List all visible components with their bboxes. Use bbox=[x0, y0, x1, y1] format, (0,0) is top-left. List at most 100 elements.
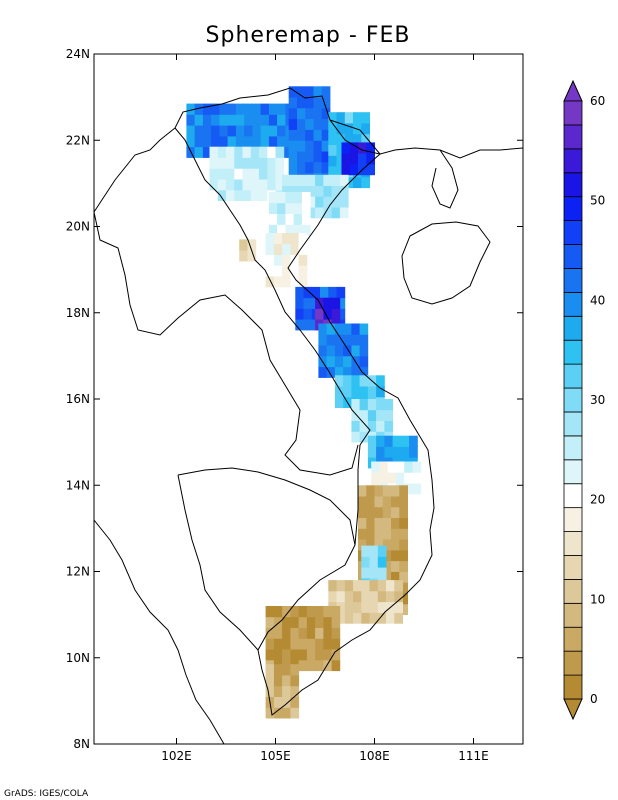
data-cell bbox=[386, 590, 395, 603]
data-cell bbox=[399, 571, 408, 583]
data-cell bbox=[268, 103, 278, 115]
data-cell bbox=[349, 164, 359, 176]
data-cell bbox=[361, 133, 370, 145]
data-cell bbox=[351, 345, 361, 357]
data-cell bbox=[404, 472, 413, 484]
data-cell bbox=[328, 155, 337, 167]
data-cell bbox=[290, 243, 300, 255]
colorbar-segment bbox=[563, 148, 583, 174]
colorbar-segment bbox=[563, 555, 583, 580]
data-cell bbox=[328, 123, 337, 135]
data-cell bbox=[399, 539, 408, 551]
data-cell bbox=[341, 164, 351, 176]
data-cell bbox=[217, 189, 227, 201]
colorbar-segment bbox=[563, 626, 583, 652]
data-cell bbox=[211, 103, 220, 115]
region-20 bbox=[239, 239, 257, 262]
data-cell bbox=[306, 185, 316, 197]
data-cell bbox=[265, 627, 275, 639]
data-cell bbox=[186, 135, 196, 148]
data-cell bbox=[303, 308, 313, 320]
data-cell bbox=[290, 276, 300, 288]
data-cell bbox=[244, 103, 253, 115]
data-cell bbox=[305, 118, 314, 130]
data-cell bbox=[366, 496, 375, 508]
data-cell bbox=[361, 580, 370, 592]
region-10 bbox=[318, 323, 369, 378]
x-tick-label: 102E bbox=[161, 749, 192, 763]
data-cell bbox=[260, 103, 270, 115]
data-cell bbox=[293, 202, 303, 214]
data-cell bbox=[209, 189, 219, 201]
data-cell bbox=[351, 334, 361, 346]
data-cell bbox=[234, 157, 243, 169]
data-cell bbox=[351, 366, 361, 378]
colorbar-segment bbox=[563, 172, 583, 198]
data-cell bbox=[366, 153, 375, 165]
colorbar-segment bbox=[563, 339, 583, 365]
data-cell bbox=[315, 308, 324, 320]
data-cell bbox=[265, 675, 275, 687]
colorbar-label: 10 bbox=[590, 592, 605, 606]
data-cell bbox=[194, 114, 204, 126]
data-cell bbox=[273, 265, 283, 277]
data-cell bbox=[384, 399, 393, 411]
data-cell bbox=[301, 224, 311, 236]
data-cell bbox=[315, 649, 324, 661]
colorbar-segment bbox=[563, 579, 583, 604]
data-cell bbox=[344, 580, 354, 592]
data-cell bbox=[306, 207, 316, 219]
data-cell bbox=[334, 375, 344, 387]
thailand-coast bbox=[94, 519, 225, 744]
y-tick-label: 20N bbox=[66, 220, 90, 234]
data-cell bbox=[303, 297, 313, 309]
data-cell bbox=[226, 189, 235, 201]
data-cell bbox=[331, 297, 341, 309]
data-cell bbox=[226, 146, 235, 158]
data-cell bbox=[361, 590, 370, 603]
data-cell bbox=[268, 224, 278, 236]
data-cell bbox=[209, 168, 219, 180]
data-cell bbox=[297, 151, 306, 163]
data-cell bbox=[290, 174, 300, 186]
data-cell bbox=[298, 276, 308, 288]
data-cell bbox=[377, 601, 387, 613]
data-cell bbox=[273, 254, 283, 266]
data-cell bbox=[326, 323, 336, 335]
data-cell bbox=[386, 580, 395, 592]
data-cell bbox=[358, 528, 367, 540]
data-cell bbox=[339, 174, 349, 186]
data-cell bbox=[323, 659, 333, 672]
data-cell bbox=[321, 151, 331, 163]
data-cell bbox=[227, 125, 237, 137]
region-6 bbox=[268, 192, 311, 236]
leizhou-peninsula bbox=[431, 149, 459, 209]
data-cell bbox=[323, 185, 333, 197]
data-cell bbox=[369, 556, 379, 568]
data-cell bbox=[298, 627, 308, 639]
data-cell bbox=[334, 323, 344, 335]
data-cell bbox=[234, 146, 243, 158]
x-tick-label: 108E bbox=[359, 749, 390, 763]
data-cell bbox=[282, 174, 291, 186]
data-cell bbox=[394, 590, 403, 603]
data-cell bbox=[323, 638, 333, 650]
data-cell bbox=[298, 616, 308, 628]
colorbar-label: 20 bbox=[590, 493, 605, 507]
data-cell bbox=[315, 174, 324, 186]
data-cell bbox=[349, 153, 359, 165]
data-cell bbox=[331, 196, 341, 208]
data-cell bbox=[290, 649, 300, 661]
data-cell bbox=[290, 185, 300, 197]
data-cell bbox=[297, 97, 306, 109]
data-cell bbox=[391, 571, 400, 583]
colorbar-segment bbox=[563, 459, 583, 485]
data-cell bbox=[244, 125, 253, 137]
colorbar-label: 0 bbox=[590, 692, 598, 706]
data-cell bbox=[336, 133, 346, 145]
data-cell bbox=[311, 286, 321, 299]
data-cell bbox=[321, 129, 331, 141]
data-cell bbox=[217, 146, 227, 158]
data-cell bbox=[306, 196, 316, 208]
